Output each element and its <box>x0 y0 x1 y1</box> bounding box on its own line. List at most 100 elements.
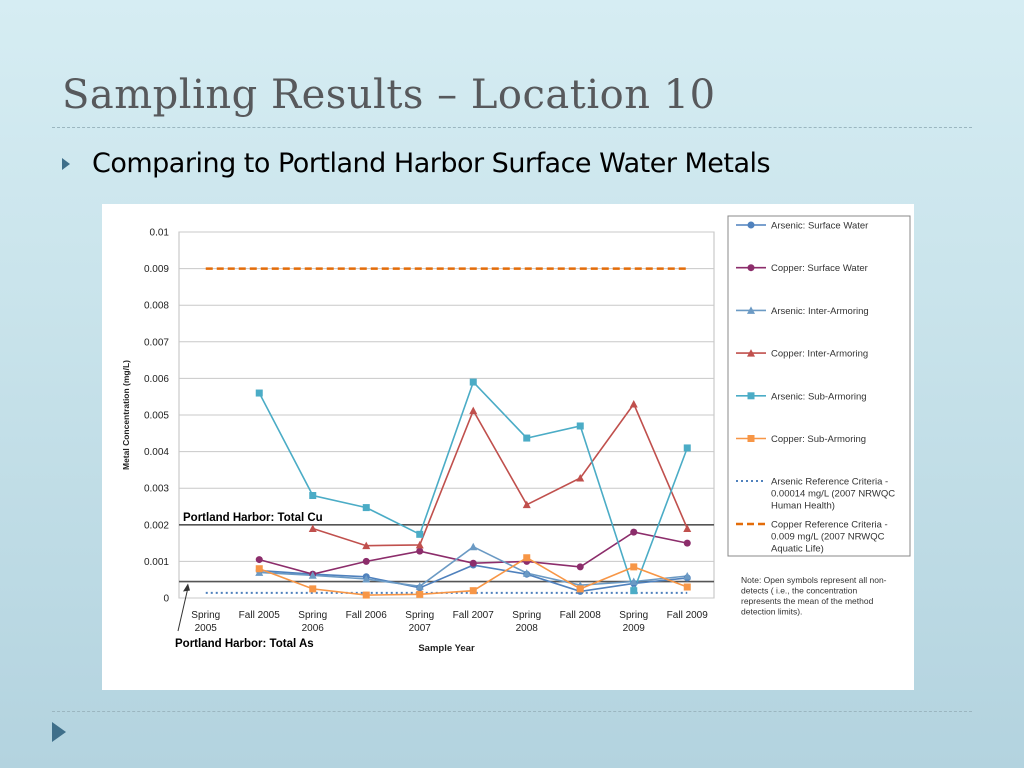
data-point <box>630 563 638 571</box>
x-tick-label: 2007 <box>409 623 432 634</box>
x-tick-label: Fall 2008 <box>560 610 602 621</box>
data-point <box>308 571 317 579</box>
x-axis-title: Sample Year <box>418 643 475 654</box>
bullet-arrow-icon <box>62 157 70 170</box>
data-point <box>576 563 584 571</box>
data-point <box>629 400 638 408</box>
data-point <box>362 557 370 565</box>
chart-note: detection limits). <box>741 607 802 617</box>
x-tick-label: Spring <box>619 610 648 621</box>
legend-label: Arsenic: Inter-Armoring <box>771 306 869 317</box>
y-tick-label: 0.01 <box>150 228 170 239</box>
data-point <box>683 539 691 547</box>
legend-marker <box>747 349 755 357</box>
y-tick-label: 0.001 <box>144 557 169 568</box>
data-point <box>415 540 424 549</box>
y-tick-label: 0 <box>163 594 169 605</box>
chart-note: represents the mean of the method <box>741 596 874 606</box>
x-tick-label: Fall 2007 <box>453 610 495 621</box>
y-tick-label: 0.004 <box>144 447 169 458</box>
x-tick-label: Spring <box>405 610 434 621</box>
legend-marker <box>747 264 755 272</box>
legend-label: 0.00014 mg/L (2007 NRWQC <box>771 489 895 500</box>
legend-marker <box>747 392 755 400</box>
corner-arrow-icon <box>52 722 66 742</box>
data-point <box>309 585 317 593</box>
x-tick-label: Fall 2009 <box>667 610 709 621</box>
data-point <box>469 559 477 567</box>
legend-label: Arsenic: Surface Water <box>771 221 868 232</box>
y-tick-label: 0.002 <box>144 520 169 531</box>
data-point <box>469 378 477 386</box>
data-point <box>362 541 371 550</box>
x-tick-label: Fall 2006 <box>346 610 388 621</box>
legend-label: Aquatic Life) <box>771 544 824 555</box>
x-tick-label: Spring <box>512 610 541 621</box>
data-point <box>469 406 478 415</box>
harbor-as-arrowhead <box>183 583 190 592</box>
bullet-text: Comparing to Portland Harbor Surface Wat… <box>92 148 771 179</box>
data-point <box>362 574 371 583</box>
legend-label: 0.009 mg/L (2007 NRWQC <box>771 532 885 543</box>
legend-label: Copper: Sub-Armoring <box>771 434 866 445</box>
harbor-as-label: Portland Harbor: Total As <box>175 638 314 650</box>
x-tick-label: Fall 2005 <box>239 610 281 621</box>
legend-label: Arsenic: Sub-Armoring <box>771 391 867 402</box>
legend-label: Copper: Inter-Armoring <box>771 349 868 360</box>
x-tick-label: 2005 <box>195 623 218 634</box>
y-tick-label: 0.006 <box>144 374 169 385</box>
data-point <box>683 583 691 591</box>
data-point <box>255 556 263 564</box>
data-point <box>415 582 424 590</box>
data-point <box>683 524 692 532</box>
harbor-as-arrow <box>177 587 189 632</box>
y-tick-label: 0.007 <box>144 337 169 348</box>
y-tick-label: 0.009 <box>144 264 169 275</box>
harbor-cu-label: Portland Harbor: Total Cu <box>183 512 323 524</box>
data-point <box>523 554 531 562</box>
data-point <box>576 422 584 430</box>
data-point <box>630 587 638 595</box>
data-point <box>255 389 263 397</box>
data-point <box>308 524 317 532</box>
chart-note: Note: Open symbols represent all non- <box>741 575 887 585</box>
x-tick-label: Spring <box>298 610 327 621</box>
data-point <box>683 444 691 452</box>
data-point <box>630 528 638 536</box>
slide-title: Sampling Results – Location 10 <box>62 72 716 118</box>
chart-note: detects ( i.e., the concentration <box>741 586 858 596</box>
data-point <box>362 591 370 599</box>
legend-marker <box>747 435 755 442</box>
data-point <box>255 565 263 573</box>
x-tick-label: Spring <box>191 610 220 621</box>
chart-container: 0 0.001 0.002 0.003 0.004 0.005 0.006 0.007 0.00… <box>102 204 914 690</box>
series-line <box>312 402 689 547</box>
data-point <box>683 572 692 580</box>
y-tick-label: 0.005 <box>144 411 169 422</box>
x-tick-label: 2006 <box>302 623 325 634</box>
data-point <box>523 434 531 442</box>
data-point <box>576 473 585 482</box>
legend-marker <box>747 306 755 314</box>
data-point <box>469 542 478 551</box>
data-point <box>576 585 584 593</box>
title-divider <box>52 127 972 128</box>
line-chart: 0 0.001 0.002 0.003 0.004 0.005 0.006 0.007 0.00… <box>121 215 911 654</box>
data-point <box>416 530 424 538</box>
data-point <box>629 577 638 586</box>
data-point <box>469 587 477 595</box>
data-point <box>416 547 424 555</box>
data-point <box>362 504 370 512</box>
legend-box <box>727 215 911 557</box>
legend-marker <box>747 221 755 229</box>
footer-divider <box>52 711 972 712</box>
x-tick-label: 2009 <box>623 623 646 634</box>
legend-label: Copper Reference Criteria - <box>771 520 888 531</box>
y-tick-label: 0.003 <box>144 484 169 495</box>
legend-label: Human Health) <box>771 501 835 512</box>
data-point <box>309 492 317 500</box>
legend-label: Arsenic Reference Criteria - <box>771 477 888 488</box>
legend-label: Copper: Surface Water <box>771 263 868 274</box>
y-tick-label: 0.008 <box>144 301 169 312</box>
y-axis-title: Metal Concentration (mg/L) <box>121 360 131 470</box>
